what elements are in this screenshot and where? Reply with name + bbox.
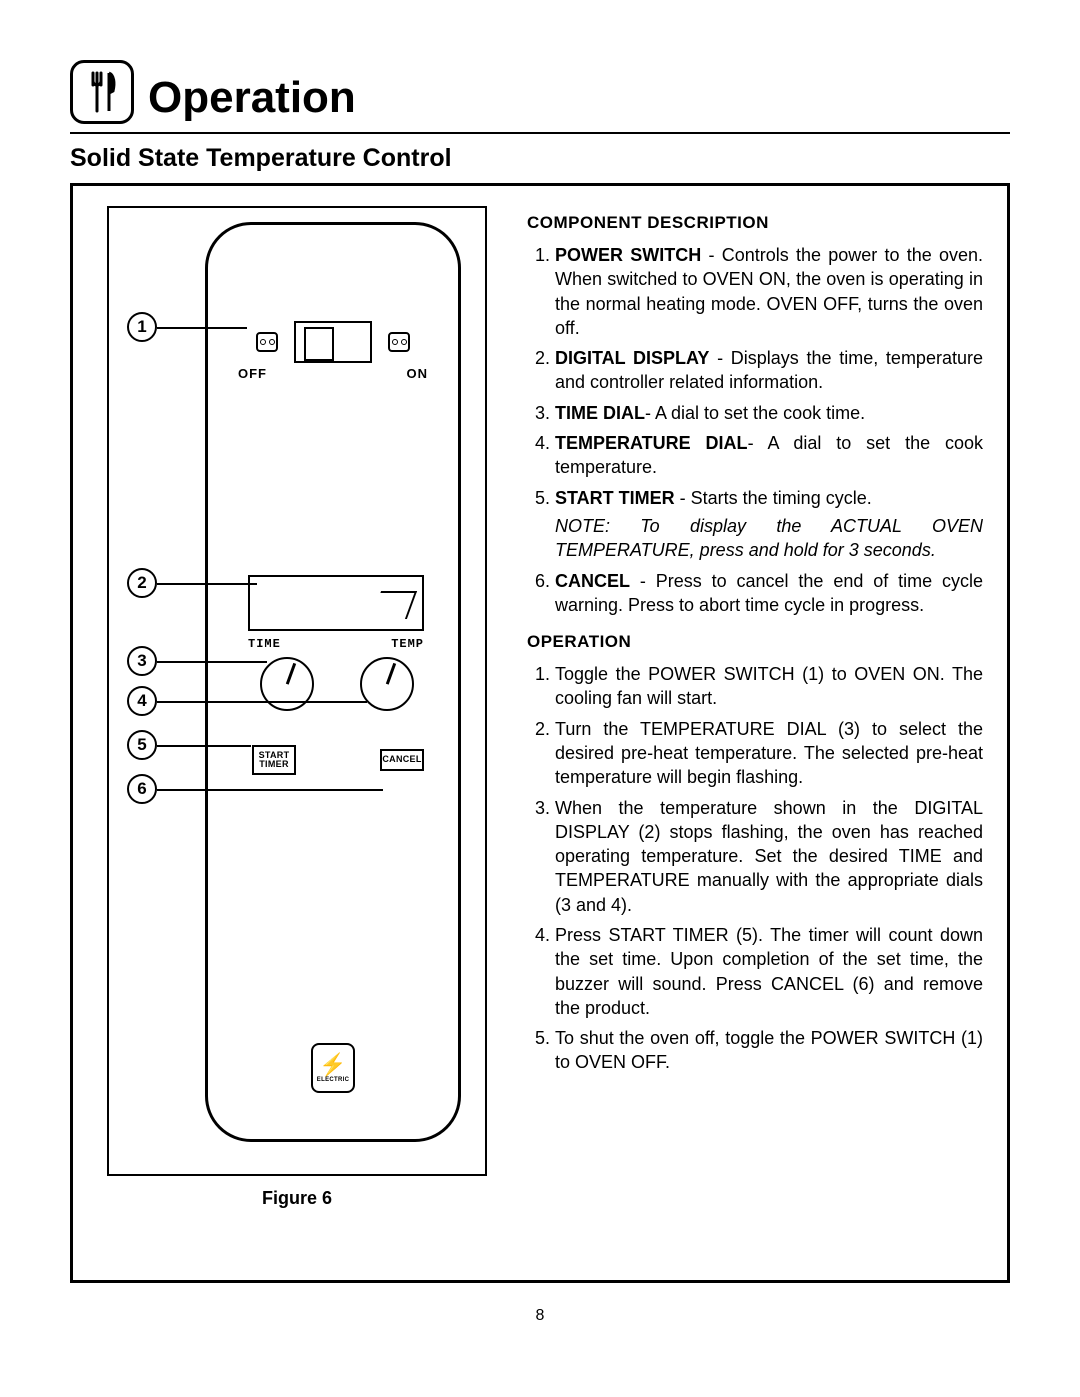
cancel-text: CANCEL [382, 755, 421, 764]
pin-right-icon [388, 332, 410, 352]
list-item: POWER SWITCH - Controls the power to the… [555, 243, 983, 340]
fork-knife-icon [70, 60, 134, 124]
list-item: Toggle the POWER SWITCH (1) to OVEN ON. … [555, 662, 983, 711]
note-text: NOTE: To display the ACTUAL OVEN TEMPERA… [555, 514, 983, 563]
list-item: START TIMER - Starts the timing cycle. N… [555, 486, 983, 563]
operation-list: Toggle the POWER SWITCH (1) to OVEN ON. … [527, 662, 983, 1075]
lead-3 [157, 661, 267, 663]
list-item: DIGITAL DISPLAY - Displays the time, tem… [555, 346, 983, 395]
callout-4: 4 [127, 686, 157, 716]
callout-3: 3 [127, 646, 157, 676]
electric-badge-icon: ⚡ ELECTRIC [311, 1043, 355, 1093]
control-panel-outline: OFF ON TIME TEMP START TIMER [205, 222, 461, 1142]
callout-5: 5 [127, 730, 157, 760]
temp-label: TEMP [391, 637, 424, 651]
list-item: TEMPERATURE DIAL- A dial to set the cook… [555, 431, 983, 480]
figure-frame: OFF ON TIME TEMP START TIMER [107, 206, 487, 1176]
time-label: TIME [248, 637, 281, 651]
pin-left-icon [256, 332, 278, 352]
component-heading: COMPONENT DESCRIPTION [527, 212, 983, 235]
bolt-icon: ⚡ [319, 1054, 346, 1076]
start-line2: TIMER [259, 760, 289, 769]
callout-1: 1 [127, 312, 157, 342]
lead-2 [157, 583, 257, 585]
operation-heading: OPERATION [527, 631, 983, 654]
start-timer-button-icon: START TIMER [252, 745, 296, 775]
list-item: When the temperature shown in the DIGITA… [555, 796, 983, 917]
power-switch-group: OFF ON [228, 321, 438, 381]
digital-display-icon [248, 575, 424, 631]
lead-1 [157, 327, 247, 329]
list-item: CANCEL - Press to cancel the end of time… [555, 569, 983, 618]
lead-6 [157, 789, 383, 791]
temp-dial-icon [360, 657, 414, 711]
electric-label: ELECTRIC [317, 1077, 349, 1083]
power-switch-icon [294, 321, 372, 363]
list-item: Turn the TEMPERATURE DIAL (3) to select … [555, 717, 983, 790]
header: Operation [70, 60, 1010, 124]
section-subtitle: Solid State Temperature Control [70, 144, 1010, 173]
off-label: OFF [238, 366, 267, 381]
component-list: POWER SWITCH - Controls the power to the… [527, 243, 983, 617]
callout-2: 2 [127, 568, 157, 598]
content-frame: OFF ON TIME TEMP START TIMER [70, 183, 1010, 1283]
text-column: COMPONENT DESCRIPTION POWER SWITCH - Con… [527, 206, 983, 1264]
figure-caption: Figure 6 [262, 1188, 332, 1209]
figure-column: OFF ON TIME TEMP START TIMER [97, 206, 497, 1264]
list-item: TIME DIAL- A dial to set the cook time. [555, 401, 983, 425]
page-title: Operation [148, 76, 356, 124]
list-item: To shut the oven off, toggle the POWER S… [555, 1026, 983, 1075]
divider [70, 132, 1010, 134]
page-number: 8 [70, 1307, 1010, 1325]
lead-4 [157, 701, 367, 703]
cancel-button-icon: CANCEL [380, 749, 424, 771]
lead-5 [157, 745, 251, 747]
list-item: Press START TIMER (5). The timer will co… [555, 923, 983, 1020]
on-label: ON [407, 366, 429, 381]
callout-6: 6 [127, 774, 157, 804]
